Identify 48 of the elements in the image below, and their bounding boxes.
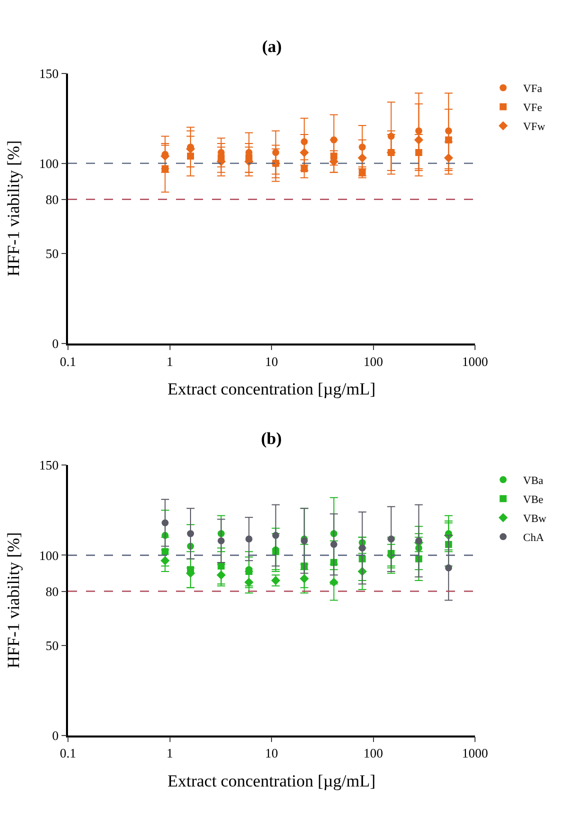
point — [388, 536, 395, 543]
point — [444, 153, 454, 162]
chart-title: (b) — [261, 429, 282, 448]
y-tick-label: 150 — [39, 458, 59, 473]
point — [245, 536, 252, 543]
point — [358, 153, 367, 162]
y-tick-label: 50 — [46, 246, 59, 261]
y-axis-title: HFF-1 viability [%] — [4, 140, 24, 276]
x-tick-label: 1000 — [462, 746, 488, 761]
y-tick-label: 80 — [46, 192, 59, 207]
point — [244, 578, 254, 587]
y-tick-label: 80 — [46, 584, 59, 599]
legend-label: VFe — [523, 102, 542, 114]
legend-label: ChA — [523, 532, 544, 544]
point — [272, 532, 280, 539]
x-tick-label: 100 — [364, 354, 383, 369]
point — [300, 574, 309, 584]
legend-label: VFa — [523, 83, 542, 96]
x-tick-label: 100 — [364, 746, 383, 761]
legend-label: VFw — [523, 121, 546, 134]
x-tick-label: 0.1 — [60, 354, 76, 369]
x-tick-label: 10 — [265, 354, 278, 369]
chart-title: (a) — [262, 37, 282, 56]
legend-label: VBa — [523, 474, 544, 487]
legend-label: VBe — [523, 494, 544, 506]
x-tick-label: 0.1 — [60, 746, 76, 761]
y-tick-label: 100 — [39, 156, 59, 171]
point — [329, 578, 338, 587]
x-tick-label: 1 — [166, 354, 173, 369]
legend-label: VBw — [523, 512, 546, 525]
x-axis-title: Extract concentration [µg/mL] — [167, 380, 376, 399]
point — [358, 544, 366, 552]
point — [415, 537, 422, 544]
y-tick-label: 0 — [52, 728, 59, 743]
point — [414, 135, 424, 144]
x-tick-label: 1000 — [462, 354, 488, 369]
point — [445, 564, 452, 572]
x-axis-title: Extract concentration [µg/mL] — [167, 772, 376, 791]
point — [300, 148, 309, 158]
x-tick-label: 10 — [265, 746, 278, 761]
y-tick-label: 100 — [39, 548, 59, 563]
x-tick-label: 1 — [166, 746, 173, 761]
point — [330, 540, 338, 548]
point — [187, 530, 194, 538]
y-tick-label: 0 — [52, 336, 59, 351]
y-tick-label: 50 — [46, 638, 59, 653]
y-axis-title: HFF-1 viability [%] — [4, 532, 24, 668]
y-tick-label: 150 — [39, 66, 59, 81]
